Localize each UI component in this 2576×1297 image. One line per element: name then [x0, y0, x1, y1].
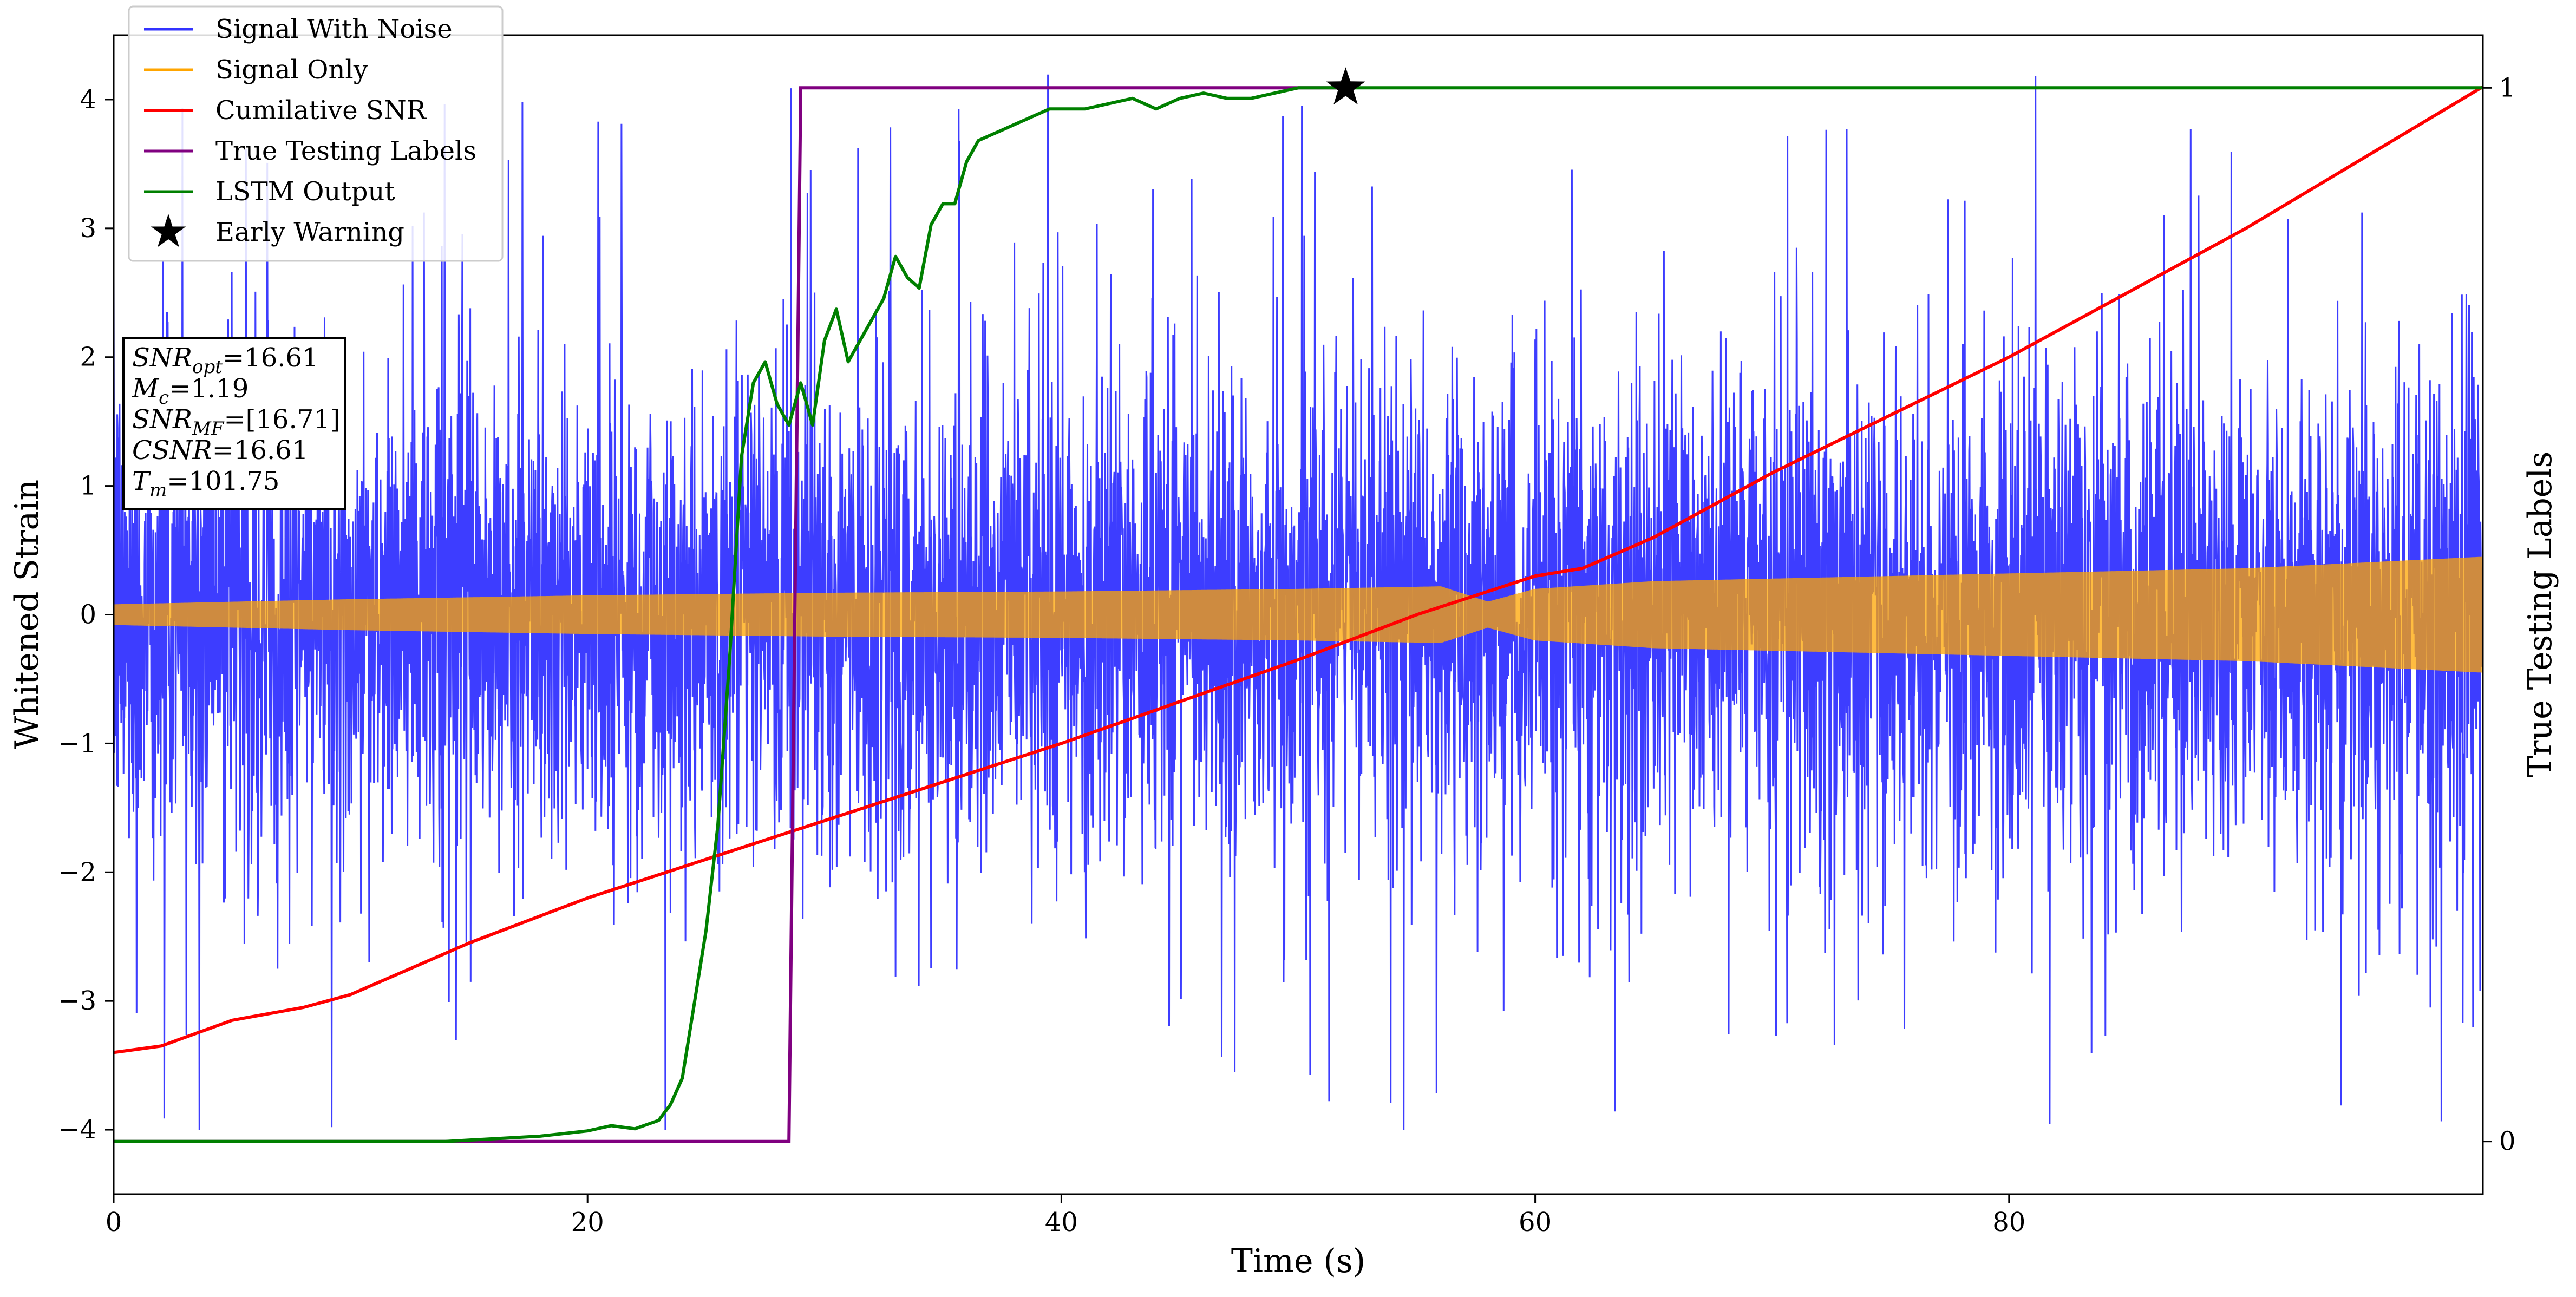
y-tick-label: 1 [80, 471, 96, 501]
series-cumulative-snr [114, 85, 2483, 1054]
series-lstm-output [114, 86, 2483, 1143]
y-tick-label: −3 [58, 986, 96, 1016]
x-tick-label: 20 [571, 1207, 604, 1237]
info-line: Tm=101.75 [132, 466, 279, 501]
y2-axis-label: True Testing Labels [2521, 451, 2559, 778]
y2-tick-label: 1 [2499, 73, 2516, 103]
legend-label: True Testing Labels [215, 136, 476, 166]
x-tick-label: 0 [106, 1207, 122, 1237]
y-tick-label: 3 [80, 213, 96, 244]
legend-frame [128, 5, 504, 262]
legend-star-icon [151, 214, 186, 247]
x-axis-label: Time (s) [1231, 1242, 1365, 1280]
early-warning-star [1326, 67, 1365, 105]
legend-label: LSTM Output [215, 176, 395, 207]
legend-label: Early Warning [215, 217, 404, 247]
legend-label: Signal Only [215, 55, 368, 85]
x-tick-label: 60 [1519, 1207, 1552, 1237]
legend-label: Signal With Noise [215, 14, 453, 44]
x-tick-label: 80 [1992, 1207, 2025, 1237]
legend: Signal With Noise Signal Only Cumilative S… [128, 5, 504, 262]
x-tick-label: 40 [1045, 1207, 1078, 1237]
y2-tick-label: 0 [2499, 1126, 2516, 1157]
info-line: SNRMF=[16.71] [132, 404, 341, 440]
y-tick-label: 0 [80, 600, 96, 630]
y-tick-label: 4 [80, 84, 96, 115]
y-tick-label: −4 [58, 1115, 96, 1145]
info-line: SNRopt=16.61 [132, 343, 319, 378]
legend-label: Cumilative SNR [215, 95, 427, 126]
info-line: Mc=1.19 [132, 374, 249, 409]
series-signal-only [114, 556, 2483, 673]
y-tick-label: −2 [58, 857, 96, 887]
y-tick-label: −1 [58, 728, 96, 758]
y-tick-label: 2 [80, 342, 96, 372]
plot-area [114, 74, 2483, 1143]
series-signal-with-noise [114, 74, 2483, 1130]
info-box-frame [122, 337, 346, 510]
info-box: SNRopt=16.61Mc=1.19SNRMF=[16.71]CSNR=16.… [122, 337, 346, 510]
y-axis-label: Whitened Strain [8, 480, 46, 749]
info-line: CSNR=16.61 [132, 435, 308, 466]
